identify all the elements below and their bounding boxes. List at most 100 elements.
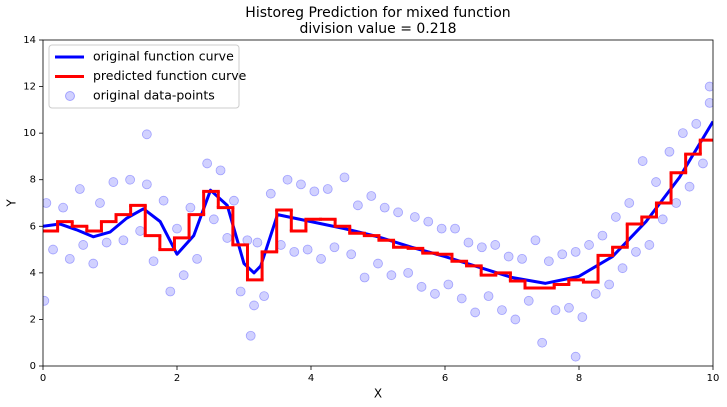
data-point: [282, 174, 293, 185]
data-point: [393, 207, 404, 218]
data-point: [43, 198, 52, 208]
data-point: [309, 186, 320, 197]
data-point: [691, 118, 702, 129]
y-axis-label: Y: [5, 199, 19, 208]
data-point: [386, 270, 397, 281]
data-point: [296, 179, 306, 190]
data-point: [148, 256, 159, 267]
x-tick-label: 2: [174, 373, 180, 384]
data-point: [125, 174, 136, 185]
data-point: [339, 172, 350, 183]
data-point: [88, 258, 99, 269]
data-point: [664, 146, 675, 157]
data-point: [249, 300, 259, 311]
data-point: [657, 214, 668, 225]
data-point: [631, 246, 641, 257]
data-point: [416, 281, 427, 292]
data-point: [302, 244, 313, 255]
data-point: [235, 286, 246, 297]
data-point: [135, 226, 146, 236]
data-point: [463, 237, 474, 248]
data-point: [178, 270, 189, 281]
chart-subtitle: division value = 0.218: [300, 21, 457, 37]
data-point: [637, 156, 648, 166]
data-point: [557, 249, 568, 260]
x-tick-label: 8: [576, 373, 582, 384]
legend: original function curve predicted functio…: [48, 44, 247, 109]
data-point: [409, 212, 420, 222]
data-point: [510, 314, 521, 325]
data-point: [550, 305, 561, 316]
data-point: [423, 216, 434, 227]
legend-label: original function curve: [93, 49, 234, 64]
data-point: [108, 177, 119, 187]
legend-label: original data-points: [93, 88, 215, 103]
data-point: [359, 272, 370, 283]
data-point: [610, 212, 621, 222]
data-point: [523, 295, 534, 306]
data-point: [329, 242, 340, 253]
data-point: [165, 286, 176, 297]
data-point: [259, 291, 270, 302]
x-tick-label: 0: [40, 373, 46, 384]
plot-frame: [42, 39, 714, 367]
data-point: [430, 288, 440, 299]
data-point: [379, 202, 390, 213]
chart-title: Historeg Prediction for mixed function: [245, 5, 510, 21]
data-point: [265, 188, 276, 199]
data-point: [202, 158, 213, 169]
data-point: [64, 253, 75, 264]
data-point: [624, 198, 635, 208]
data-point: [604, 279, 615, 290]
data-point: [242, 235, 253, 246]
data-point: [537, 337, 548, 348]
data-point: [570, 246, 581, 257]
y-tick-label: 4: [30, 268, 36, 279]
data-point: [74, 184, 85, 194]
data-point: [289, 246, 300, 257]
data-point: [530, 235, 541, 246]
data-point: [497, 305, 507, 316]
data-point: [490, 240, 501, 250]
data-point: [456, 293, 467, 304]
data-point: [141, 129, 152, 140]
data-point: [704, 97, 713, 108]
y-tick-label: 14: [23, 35, 36, 46]
data-point: [215, 165, 226, 176]
y-tick-label: 6: [30, 221, 36, 232]
data-point: [570, 351, 581, 362]
legend-marker: [65, 91, 75, 101]
x-axis-label: X: [374, 387, 382, 401]
data-point: [352, 200, 363, 211]
data-point: [78, 240, 89, 250]
data-point: [373, 258, 383, 269]
data-point: [450, 223, 460, 234]
legend-box: [48, 44, 240, 109]
y-tick-label: 8: [30, 175, 36, 186]
data-point: [564, 302, 574, 313]
data-point: [118, 235, 129, 246]
data-point: [185, 202, 196, 213]
x-tick-label: 10: [707, 373, 720, 384]
data-point: [617, 263, 628, 274]
data-point: [443, 279, 454, 290]
y-tick-label: 10: [23, 128, 36, 139]
data-point: [597, 230, 608, 241]
data-point: [476, 242, 487, 253]
data-point: [543, 256, 554, 267]
data-point: [483, 291, 494, 302]
data-point: [316, 253, 326, 264]
data-point: [677, 128, 688, 139]
data-point: [322, 184, 333, 194]
data-point: [48, 244, 58, 255]
data-point: [43, 295, 50, 306]
data-point: [158, 195, 169, 206]
data-point: [95, 198, 105, 208]
plot-area: [43, 81, 713, 362]
data-point: [503, 251, 514, 262]
data-point: [141, 179, 152, 190]
data-point: [577, 312, 588, 323]
data-point: [245, 330, 256, 341]
data-point: [403, 267, 414, 278]
data-point: [644, 240, 655, 250]
